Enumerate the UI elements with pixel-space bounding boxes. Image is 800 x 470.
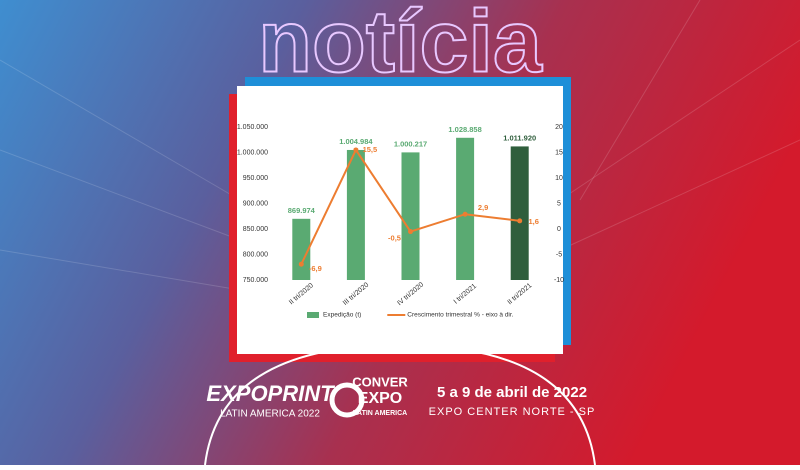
line-value-label: -0,5 bbox=[388, 234, 401, 243]
legend-label: Expedição (t) bbox=[323, 312, 361, 319]
bar-value-label: 1.011.920 bbox=[503, 133, 536, 142]
legend-swatch bbox=[307, 312, 319, 318]
bar-value-label: 1.004.984 bbox=[339, 137, 373, 146]
arc bbox=[204, 343, 596, 466]
bar-value-label: 1.028.858 bbox=[448, 125, 481, 134]
y2-tick-label: 15 bbox=[555, 149, 563, 156]
line-point bbox=[462, 211, 468, 217]
conver-text: LATIN AMERICA bbox=[353, 410, 407, 417]
y-tick-label: 1.000.000 bbox=[237, 149, 268, 156]
y2-tick-label: -5 bbox=[556, 251, 562, 258]
y-tick-label: 950.000 bbox=[243, 175, 268, 182]
y-tick-label: 900.000 bbox=[243, 200, 268, 207]
y-tick-label: 850.000 bbox=[243, 226, 268, 233]
heading: notícia bbox=[258, 0, 543, 90]
event-venue: EXPO CENTER NORTE - SP bbox=[429, 406, 596, 418]
line-point bbox=[517, 218, 523, 224]
bar bbox=[292, 218, 311, 280]
bar bbox=[401, 152, 420, 280]
y2-tick-label: 10 bbox=[555, 175, 563, 182]
expoprint-logo: EXPOPRINT bbox=[206, 381, 335, 406]
bar-value-label: 869.974 bbox=[288, 206, 316, 215]
y2-tick-label: -10 bbox=[554, 277, 564, 284]
line-value-label: 15,5 bbox=[363, 145, 378, 154]
y2-tick-label: 20 bbox=[555, 124, 563, 131]
bar bbox=[456, 137, 475, 280]
light-rays bbox=[0, 0, 800, 290]
y2-tick-label: 5 bbox=[557, 200, 561, 207]
line-value-label: -6,9 bbox=[309, 264, 322, 273]
y-tick-label: 800.000 bbox=[243, 251, 268, 258]
line-value-label: 1,6 bbox=[528, 217, 538, 226]
legend-label: Crescimento trimestral % - eixo à dir. bbox=[407, 312, 513, 319]
y2-tick-label: 0 bbox=[557, 226, 561, 233]
bar bbox=[510, 146, 529, 280]
event-dates: 5 a 9 de abril de 2022 bbox=[437, 384, 587, 401]
bar-value-label: 1.000.217 bbox=[394, 139, 427, 148]
line-point bbox=[353, 147, 359, 153]
conver-text: CONVER bbox=[352, 374, 408, 389]
bar bbox=[346, 149, 365, 280]
line-point bbox=[408, 229, 413, 235]
conver-text: EXPO bbox=[358, 390, 402, 407]
expoprint-sub: LATIN AMERICA 2022 bbox=[220, 409, 320, 420]
line-point bbox=[298, 261, 304, 267]
conver-icon bbox=[329, 382, 365, 418]
line-value-label: 2,9 bbox=[478, 203, 488, 212]
y-tick-label: 750.000 bbox=[243, 277, 268, 284]
y-tick-label: 1.050.000 bbox=[237, 124, 268, 131]
